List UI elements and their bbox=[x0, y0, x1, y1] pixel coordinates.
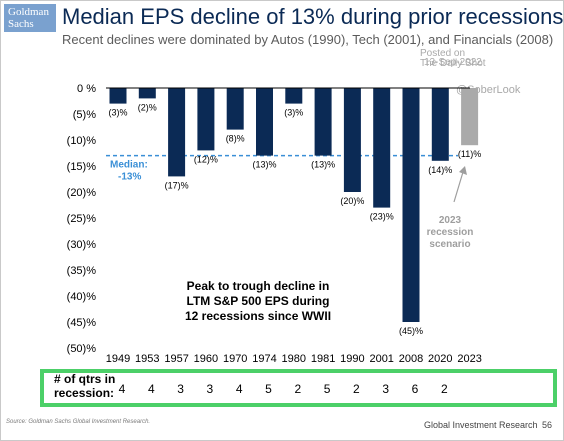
footer-source: Source: Goldman Sachs Global Investment … bbox=[6, 419, 151, 425]
x-category-label: 1953 bbox=[135, 353, 159, 365]
data-label-1981: (13)% bbox=[311, 160, 335, 170]
page-subtitle: Recent declines were dominated by Autos … bbox=[62, 32, 554, 47]
x-category-label: 1949 bbox=[106, 353, 130, 365]
page-title: Median EPS decline of 13% during prior r… bbox=[62, 4, 564, 29]
x-category-label: 2001 bbox=[369, 353, 393, 365]
x-category-label: 1957 bbox=[164, 353, 188, 365]
x-category-label: 2023 bbox=[457, 353, 481, 365]
watermark-daily-shot: The Daily Shot bbox=[420, 58, 486, 69]
annotation-line: 12 recessions since WWII bbox=[185, 309, 331, 323]
bar-1960 bbox=[197, 88, 215, 151]
page-number: 56 bbox=[542, 420, 553, 430]
quarters-in-recession-box: # of qtrs in recession: 4 4 3 3 4 5 2 5 2 3 6 2 bbox=[40, 369, 557, 407]
x-category-label: 1980 bbox=[282, 353, 306, 365]
data-label-1990: (20)% bbox=[340, 196, 364, 206]
annotation-line: Peak to trough decline in bbox=[187, 279, 330, 293]
data-label-2023: (11)% bbox=[458, 149, 481, 159]
quarters-value-1981: 5 bbox=[323, 382, 331, 396]
y-tick-label: (35)% bbox=[67, 265, 97, 277]
quarters-label-line-1: # of qtrs in bbox=[54, 372, 116, 386]
quarters-value-1953: 4 bbox=[147, 382, 155, 396]
quarters-value-2008: 6 bbox=[411, 382, 419, 396]
median-label-line-1: Median: bbox=[110, 160, 148, 171]
logo-line-2: Sachs bbox=[8, 18, 34, 30]
x-category-label: 1974 bbox=[252, 353, 276, 365]
bar-2020 bbox=[431, 88, 449, 161]
x-category-label: 2020 bbox=[428, 353, 452, 365]
data-label-1970: (8)% bbox=[226, 134, 245, 144]
scenario-note-line: recession bbox=[427, 227, 474, 238]
data-label-1980: (3)% bbox=[284, 108, 303, 118]
quarters-value-1980: 2 bbox=[294, 382, 302, 396]
scenario-arrow-shaft bbox=[453, 171, 464, 203]
x-category-label: 1960 bbox=[194, 353, 218, 365]
data-label-1957: (17)% bbox=[165, 180, 189, 190]
bar-1957 bbox=[168, 88, 186, 177]
quarters-value-2020: 2 bbox=[440, 382, 448, 396]
data-label-2020: (14)% bbox=[428, 165, 452, 175]
y-tick-label: (5)% bbox=[73, 109, 96, 121]
y-tick-label: (45)% bbox=[67, 317, 97, 329]
data-label-2008: (45)% bbox=[399, 326, 423, 336]
y-tick-label: (50)% bbox=[67, 343, 97, 355]
logo-line-1: Goldman bbox=[8, 6, 49, 18]
y-tick-label: (40)% bbox=[67, 291, 97, 303]
bar-1953 bbox=[138, 88, 156, 99]
bar-1949 bbox=[109, 88, 127, 104]
x-category-label: 2008 bbox=[399, 353, 423, 365]
data-label-1974: (13)% bbox=[252, 160, 276, 170]
data-label-2001: (23)% bbox=[370, 212, 394, 222]
scenario-note-line: 2023 bbox=[439, 215, 462, 226]
x-category-label: 1981 bbox=[311, 353, 335, 365]
data-label-1949: (3)% bbox=[108, 108, 127, 118]
annotation-line: LTM S&P 500 EPS during bbox=[187, 294, 330, 308]
bar-2023 bbox=[461, 88, 479, 146]
bar-1980 bbox=[285, 88, 303, 104]
bar-1974 bbox=[256, 88, 273, 156]
bar-1981 bbox=[314, 88, 332, 156]
scenario-note-line: scenario bbox=[429, 239, 470, 250]
footer-publisher: Global Investment Research bbox=[424, 420, 538, 430]
y-tick-label: (10)% bbox=[67, 135, 97, 147]
data-label-1960: (12)% bbox=[194, 154, 218, 164]
median-label-line-2: -13% bbox=[118, 172, 141, 183]
bar-2008 bbox=[402, 88, 420, 322]
quarters-label-line-2: recession: bbox=[54, 386, 115, 400]
goldman-sachs-logo: Goldman Sachs bbox=[4, 4, 56, 32]
x-category-label: 1990 bbox=[340, 353, 364, 365]
quarters-value-1957: 3 bbox=[177, 382, 184, 396]
quarters-value-1990: 2 bbox=[353, 382, 360, 396]
bar-1990 bbox=[343, 88, 361, 192]
quarters-value-2001: 3 bbox=[382, 382, 390, 396]
quarters-value-1974: 5 bbox=[265, 382, 272, 396]
y-tick-label: (15)% bbox=[67, 161, 97, 173]
y-tick-label: (25)% bbox=[67, 213, 97, 225]
quarters-value-1970: 4 bbox=[235, 382, 243, 396]
scenario-arrow-head bbox=[459, 166, 467, 175]
x-category-label: 1970 bbox=[223, 353, 247, 365]
watermark-posted-on: Posted on bbox=[420, 48, 466, 59]
y-tick-label: (20)% bbox=[67, 187, 97, 199]
y-tick-label: 0 % bbox=[77, 83, 96, 95]
bar-2001 bbox=[373, 88, 391, 208]
bar-1970 bbox=[226, 88, 244, 130]
data-label-1953: (2)% bbox=[138, 102, 157, 112]
watermark-date: 13-Sep-2022 bbox=[424, 57, 482, 68]
y-tick-label: (30)% bbox=[67, 239, 97, 251]
quarters-value-1960: 3 bbox=[206, 382, 214, 396]
quarters-value-1949: 4 bbox=[118, 382, 126, 396]
